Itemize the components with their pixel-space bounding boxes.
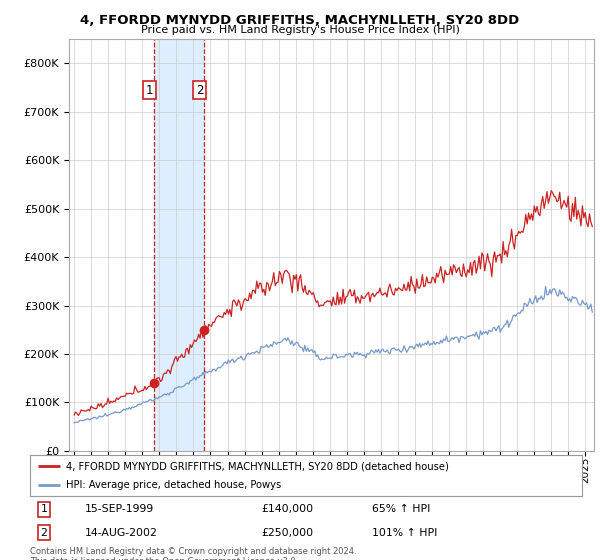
Text: £140,000: £140,000 [262,505,314,515]
Text: 1: 1 [40,505,47,515]
Bar [154,39,204,451]
Text: 2: 2 [40,528,47,538]
Text: 4, FFORDD MYNYDD GRIFFITHS, MACHYNLLETH, SY20 8DD: 4, FFORDD MYNYDD GRIFFITHS, MACHYNLLETH,… [80,14,520,27]
Text: Contains HM Land Registry data © Crown copyright and database right 2024.
This d: Contains HM Land Registry data © Crown c… [30,547,356,560]
Text: 101% ↑ HPI: 101% ↑ HPI [372,528,437,538]
Text: Price paid vs. HM Land Registry's House Price Index (HPI): Price paid vs. HM Land Registry's House … [140,25,460,35]
Text: 4, FFORDD MYNYDD GRIFFITHS, MACHYNLLETH, SY20 8DD (detached house): 4, FFORDD MYNYDD GRIFFITHS, MACHYNLLETH,… [66,461,449,471]
Text: 14-AUG-2002: 14-AUG-2002 [85,528,158,538]
Text: 1: 1 [146,83,154,96]
Text: 65% ↑ HPI: 65% ↑ HPI [372,505,431,515]
Text: 2: 2 [196,83,203,96]
Text: £250,000: £250,000 [262,528,314,538]
Text: 15-SEP-1999: 15-SEP-1999 [85,505,154,515]
Text: HPI: Average price, detached house, Powys: HPI: Average price, detached house, Powy… [66,480,281,489]
